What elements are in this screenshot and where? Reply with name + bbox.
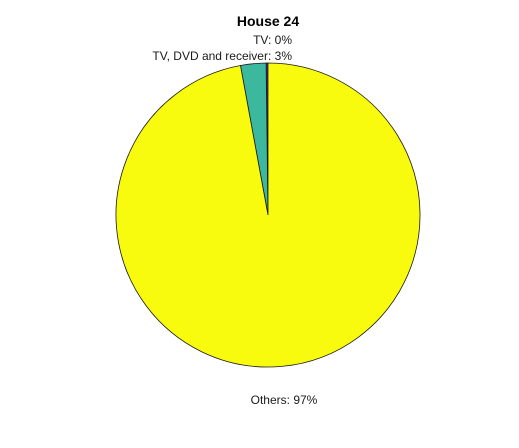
slice-label-others: Others: 97% (251, 393, 318, 407)
chart-title: House 24 (237, 13, 299, 29)
pie-slices (115, 62, 421, 368)
pie-labels: TV: 0% TV, DVD and receiver: 3% Others: 97… (152, 33, 317, 407)
pie-slice-others (115, 62, 421, 368)
slice-label-tv: TV: 0% (253, 33, 292, 47)
slice-label-tv-dvd-and-receiver: TV, DVD and receiver: 3% (152, 49, 292, 63)
